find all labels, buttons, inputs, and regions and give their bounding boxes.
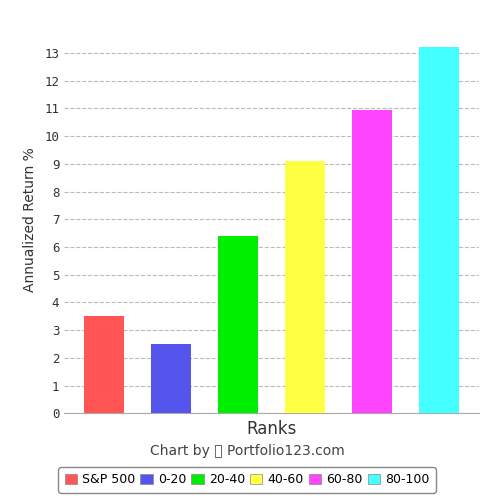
Bar — [352, 110, 392, 413]
Y-axis label: Annualized Return %: Annualized Return % — [23, 147, 38, 292]
Text: Chart by ⬜ Portfolio123.com: Chart by ⬜ Portfolio123.com — [150, 444, 344, 458]
X-axis label: Ranks: Ranks — [247, 420, 297, 438]
Bar — [84, 317, 124, 413]
Bar — [151, 344, 191, 413]
Legend: S&P 500, 0-20, 20-40, 40-60, 60-80, 80-100: S&P 500, 0-20, 20-40, 40-60, 60-80, 80-1… — [58, 467, 436, 493]
Bar — [419, 47, 459, 413]
Bar — [285, 161, 325, 413]
Bar — [218, 236, 258, 413]
